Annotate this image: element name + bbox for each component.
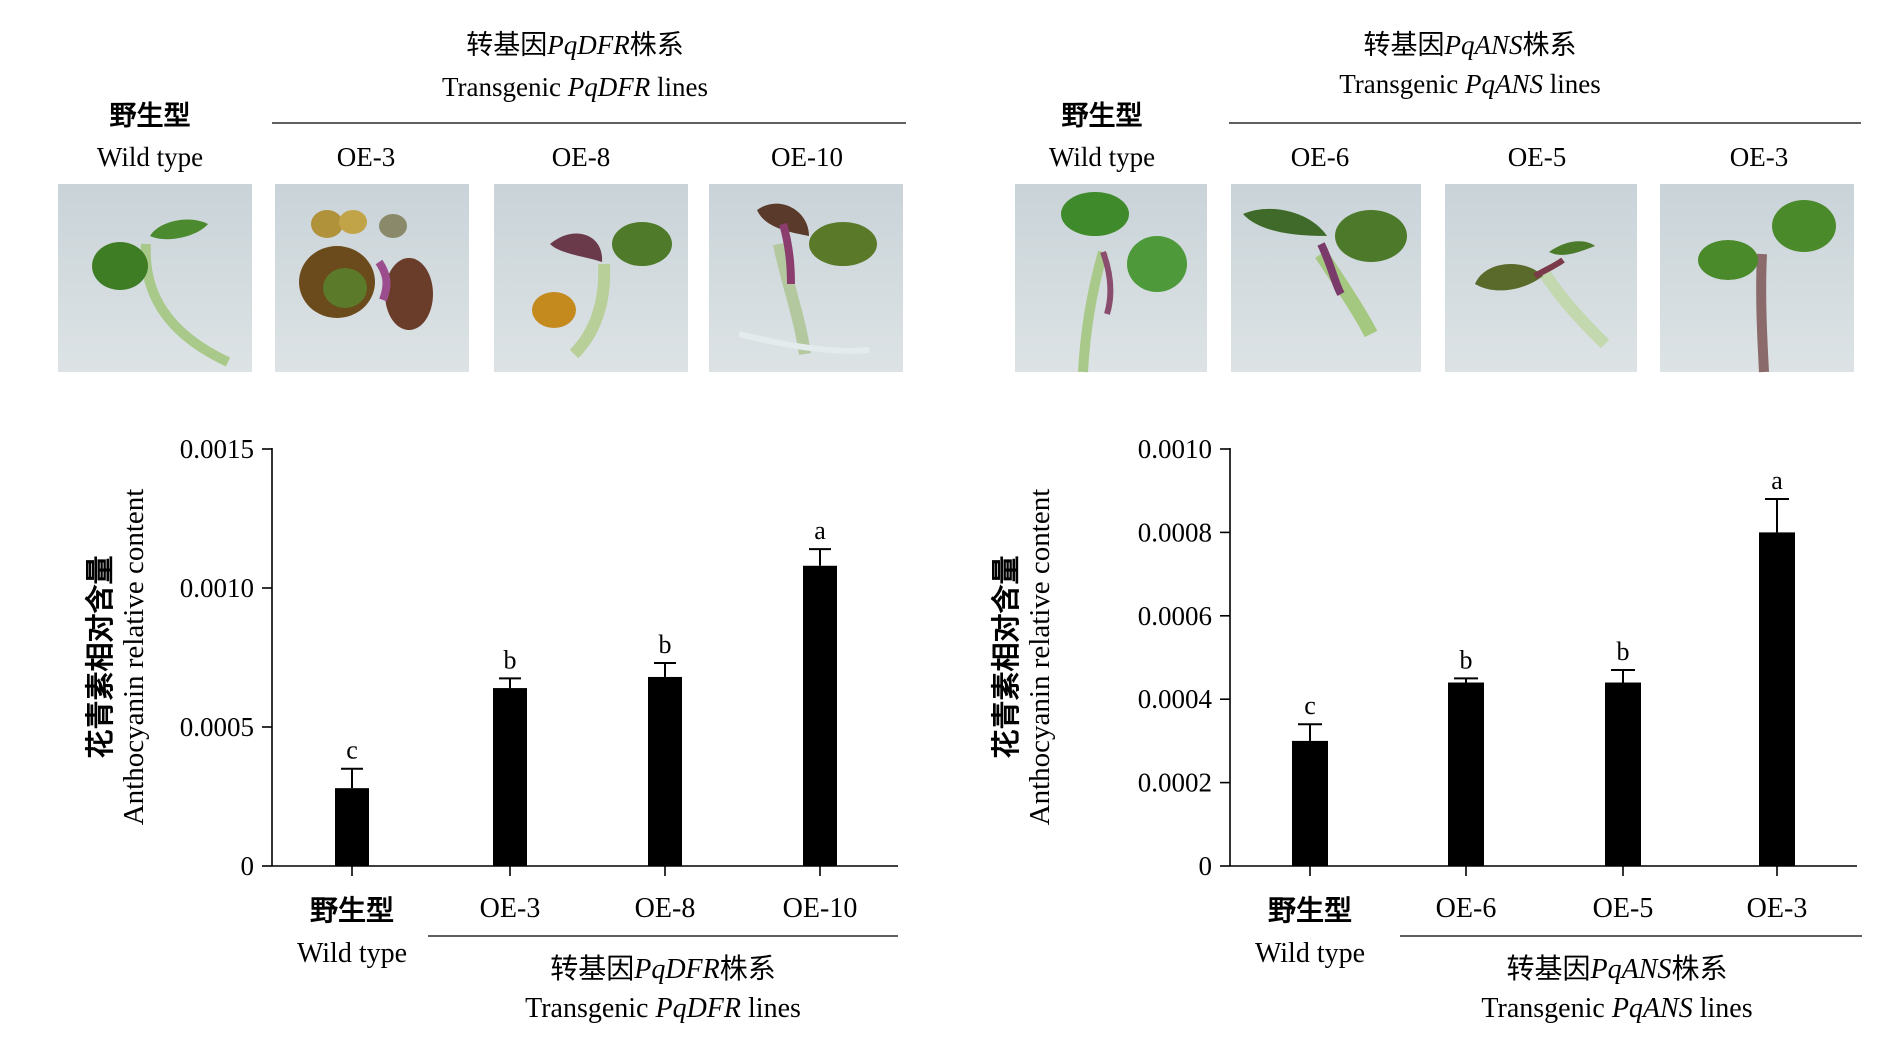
photo-row-right: [1015, 184, 1854, 373]
y-tick-label: 0: [1199, 851, 1213, 881]
seedling-photo-icon: [58, 184, 252, 372]
bar: [648, 676, 682, 866]
wt-label-cn: 野生型: [1062, 101, 1143, 132]
seedling-photo-icon: [1660, 184, 1854, 373]
significance-label: c: [346, 736, 358, 765]
significance-label: a: [814, 516, 826, 545]
y-tick-label: 0.0010: [1138, 434, 1212, 464]
bar: [1759, 532, 1795, 866]
photo-label: OE-5: [1508, 142, 1566, 172]
chart-left: 0 0.0005 0.0010 0.0015 c b b a 野生型 Wild type OE-3 O…: [83, 434, 898, 1024]
x-tick-label: OE-10: [783, 893, 858, 924]
seedling-photo-icon: [1231, 184, 1421, 372]
panel-header-en: Transgenic PqANS lines: [1339, 69, 1601, 99]
y-tick-label: 0.0005: [180, 712, 254, 742]
significance-label: c: [1304, 691, 1316, 720]
seedling-photo-icon: [709, 184, 903, 372]
seedling-photo-icon: [494, 184, 688, 372]
panel-header-cn: 转基因PqANS株系: [1364, 30, 1577, 61]
photo-label: OE-10: [771, 142, 843, 172]
group-label-en: Transgenic PqDFR lines: [525, 993, 801, 1024]
x-tick-label: 野生型: [1268, 894, 1352, 927]
x-tick-label: Wild type: [297, 938, 407, 969]
bar: [1605, 682, 1641, 866]
wt-label-en: Wild type: [1049, 142, 1155, 172]
y-tick-label: 0.0008: [1138, 517, 1212, 547]
wt-label-cn: 野生型: [110, 101, 191, 132]
significance-label: b: [659, 630, 672, 659]
x-tick-label: OE-8: [635, 893, 696, 924]
y-tick-label: 0.0015: [180, 434, 254, 464]
bar: [1448, 682, 1484, 866]
significance-label: b: [504, 645, 517, 674]
y-tick-label: 0.0004: [1138, 684, 1213, 714]
x-tick-label: 野生型: [310, 894, 394, 927]
bar: [1292, 740, 1328, 866]
chart-right: 0 0.0002 0.0004 0.0006 0.0008 0.0010 c b b a 野生型 Wi…: [989, 434, 1862, 1024]
significance-label: a: [1771, 466, 1783, 495]
significance-label: b: [1460, 645, 1473, 674]
photo-row-left: [58, 184, 903, 372]
seedling-photo-icon: [1445, 184, 1637, 372]
y-axis-label-cn: 花青素相对含量: [83, 555, 117, 758]
x-tick-label: OE-5: [1593, 893, 1654, 924]
group-label-cn: 转基因PqANS株系: [1507, 952, 1728, 985]
y-axis-label-cn: 花青素相对含量: [989, 555, 1023, 758]
photo-label: OE-3: [337, 142, 395, 172]
group-label-en: Transgenic PqANS lines: [1481, 993, 1752, 1024]
bar: [803, 565, 837, 866]
photo-label: OE-3: [1730, 142, 1788, 172]
panel-header-cn: 转基因PqDFR株系: [466, 30, 683, 61]
x-tick-label: Wild type: [1255, 938, 1365, 969]
bar: [493, 688, 527, 866]
seedling-photo-icon: [275, 184, 469, 372]
y-tick-label: 0.0002: [1138, 768, 1212, 798]
group-label-cn: 转基因PqDFR株系: [550, 952, 776, 985]
x-tick-label: OE-3: [480, 893, 541, 924]
y-tick-label: 0.0010: [180, 573, 254, 603]
x-tick-label: OE-6: [1436, 893, 1497, 924]
y-tick-label: 0.0006: [1138, 601, 1212, 631]
photo-label: OE-6: [1291, 142, 1349, 172]
panel-right-header: 转基因PqANS株系 Transgenic PqANS lines 野生型 Wi…: [1049, 30, 1861, 172]
seedling-photo-icon: [1015, 184, 1207, 373]
x-tick-label: OE-3: [1747, 893, 1808, 924]
panel-left-header: 转基因PqDFR株系 Transgenic PqDFR lines 野生型 Wi…: [97, 30, 906, 172]
panel-header-en: Transgenic PqDFR lines: [442, 72, 708, 102]
y-axis-label-en: Anthocyanin relative content: [1024, 489, 1056, 826]
photo-label: OE-8: [552, 142, 610, 172]
y-axis-label-en: Anthocyanin relative content: [118, 489, 150, 826]
wt-label-en: Wild type: [97, 142, 203, 172]
y-tick-label: 0: [241, 851, 255, 881]
bar: [335, 788, 369, 866]
significance-label: b: [1617, 637, 1630, 666]
